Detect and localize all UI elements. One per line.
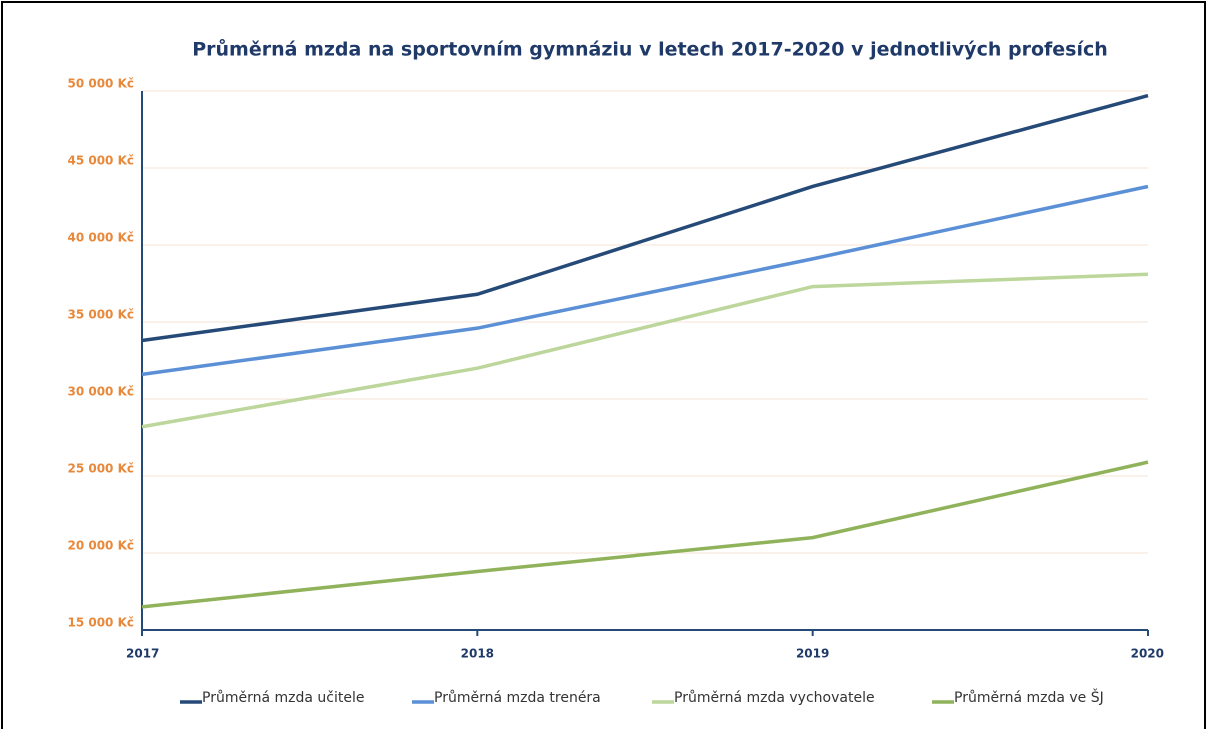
y-tick-label: 50 000 Kč (67, 77, 134, 91)
legend-label: Průměrná mzda učitele (202, 690, 364, 706)
y-tick-label: 45 000 Kč (67, 154, 134, 168)
chart-title: Průměrná mzda na sportovním gymnáziu v l… (192, 38, 1108, 61)
y-tick-label: 40 000 Kč (67, 231, 134, 245)
series-line (141, 184, 1149, 377)
series-line (141, 93, 1149, 343)
series-line (141, 272, 1149, 429)
series-line (141, 460, 1149, 609)
y-tick-label: 15 000 Kč (67, 616, 134, 630)
x-tick-label: 2019 (796, 647, 829, 661)
legend-label: Průměrná mzda ve ŠJ (954, 688, 1104, 706)
y-tick-label: 35 000 Kč (67, 308, 134, 322)
y-tick-label: 20 000 Kč (67, 539, 134, 553)
y-tick-label: 25 000 Kč (67, 462, 134, 476)
legend-label: Průměrná mzda vychovatele (674, 690, 875, 706)
y-tick-label: 30 000 Kč (67, 385, 134, 399)
x-tick-label: 2018 (461, 647, 494, 661)
legend-label: Průměrná mzda trenéra (434, 690, 601, 706)
x-tick-label: 2020 (1131, 647, 1164, 661)
x-tick-label: 2017 (126, 647, 159, 661)
